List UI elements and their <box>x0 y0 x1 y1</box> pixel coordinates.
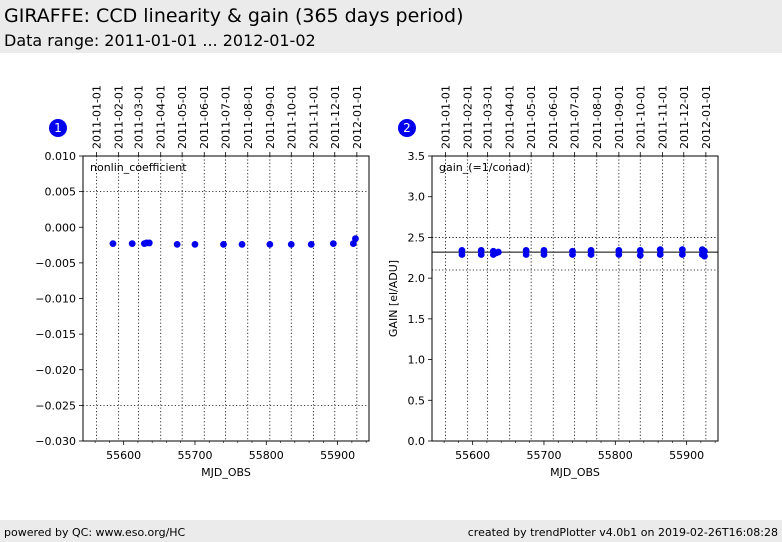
date-tick-label: 2011-03-01 <box>482 85 495 149</box>
date-tick-label: 2011-05-01 <box>176 85 189 149</box>
x-tick-label: 55600 <box>106 449 141 462</box>
data-point <box>656 251 664 258</box>
data-point <box>238 240 246 248</box>
x-tick-label: 55800 <box>249 449 284 462</box>
data-point <box>522 247 530 254</box>
date-tick-label: 2011-09-01 <box>613 85 626 149</box>
data-point <box>701 252 708 260</box>
y-tick-label: 0.5 <box>408 394 426 407</box>
date-tick-label: 2011-08-01 <box>591 85 604 149</box>
date-tick-label: 2011-10-01 <box>285 85 298 149</box>
data-point <box>191 240 199 248</box>
data-point <box>173 240 181 248</box>
plot-frame <box>431 155 719 442</box>
chart-badge-number: 1 <box>54 121 62 135</box>
chart-badge-number: 2 <box>403 121 411 135</box>
series-annotation: nonlin_coefficient <box>90 161 187 174</box>
date-tick-label: 2011-07-01 <box>569 85 582 149</box>
data-point <box>569 247 576 255</box>
data-point <box>587 247 595 254</box>
date-tick-label: 2011-12-01 <box>678 85 691 149</box>
data-point <box>458 247 466 254</box>
chart-2: 2011-01-01 2011-02-01 2011-03-01 2011-04-01… <box>387 85 719 479</box>
data-point <box>615 247 623 254</box>
x-tick-label: 55900 <box>669 449 704 462</box>
date-tick-label: 2011-02-01 <box>462 85 475 149</box>
y-tick-label: −0.010 <box>35 293 76 306</box>
y-tick-label: −0.025 <box>35 399 76 412</box>
y-tick-label: 2.0 <box>408 272 426 285</box>
date-tick-label: 2011-04-01 <box>155 85 168 149</box>
x-tick-label: 55900 <box>320 449 355 462</box>
data-point <box>266 240 274 248</box>
y-tick-label: 0.000 <box>45 221 77 234</box>
date-tick-label: 2011-07-01 <box>220 85 233 149</box>
data-point <box>656 246 664 254</box>
data-point <box>477 247 485 254</box>
y-tick-label: 2.5 <box>408 231 426 244</box>
series-annotation: gain_(=1/conad) <box>439 161 530 174</box>
footer-created: created by trendPlotter v4.0b1 on 2019-0… <box>467 526 778 539</box>
data-point <box>109 240 117 248</box>
x-tick-label: 55700 <box>177 449 212 462</box>
data-point <box>678 251 686 258</box>
date-tick-label: 2011-04-01 <box>504 85 517 149</box>
date-tick-label: 2011-11-01 <box>656 85 669 149</box>
date-tick-label: 2011-08-01 <box>242 85 255 149</box>
y-axis-label: GAIN [el/ADU] <box>387 260 400 337</box>
header-bar: GIRAFFE: CCD linearity & gain (365 days … <box>0 0 782 53</box>
date-tick-label: 2012-01-01 <box>351 85 364 149</box>
date-tick-label: 2011-06-01 <box>547 85 560 149</box>
date-tick-label: 2011-01-01 <box>91 85 104 149</box>
date-tick-label: 2011-12-01 <box>329 85 342 149</box>
x-axis-label: MJD_OBS <box>550 466 600 479</box>
y-tick-label: −0.015 <box>35 328 76 341</box>
data-point <box>287 240 295 248</box>
date-tick-label: 2012-01-01 <box>700 85 713 149</box>
date-tick-label: 2011-05-01 <box>525 85 538 149</box>
data-point <box>636 251 644 259</box>
y-tick-label: 3.5 <box>408 150 426 163</box>
chart-badge <box>49 119 67 137</box>
page-subtitle: Data range: 2011-01-01 ... 2012-01-02 <box>4 31 316 50</box>
data-point <box>701 247 708 255</box>
data-point <box>128 240 136 248</box>
data-point <box>636 247 644 254</box>
date-tick-label: 2011-09-01 <box>264 85 277 149</box>
x-tick-label: 55800 <box>598 449 633 462</box>
data-point <box>678 246 686 254</box>
data-point <box>145 239 153 247</box>
date-tick-label: 2011-01-01 <box>440 85 453 149</box>
date-tick-label: 2011-06-01 <box>198 85 211 149</box>
plots-canvas: 2011-01-01 2011-02-01 2011-03-01 2011-04-01… <box>35 85 719 479</box>
x-tick-label: 55700 <box>526 449 561 462</box>
y-tick-label: −0.005 <box>35 257 76 270</box>
footer-bar: powered by QC: www.eso.org/HC created by… <box>0 520 782 542</box>
y-tick-label: 0.010 <box>45 150 77 163</box>
chart-1: 2011-01-01 2011-02-01 2011-03-01 2011-04-01… <box>35 85 370 479</box>
data-point <box>307 240 315 248</box>
data-point <box>220 240 227 248</box>
date-tick-label: 2011-03-01 <box>133 85 146 149</box>
chart-badge <box>398 119 416 137</box>
x-tick-label: 55600 <box>455 449 490 462</box>
x-axis-label: MJD_OBS <box>201 466 251 479</box>
y-tick-label: 3.0 <box>408 191 426 204</box>
date-tick-label: 2011-11-01 <box>307 85 320 149</box>
y-tick-label: 1.5 <box>408 313 426 326</box>
date-tick-label: 2011-10-01 <box>634 85 647 149</box>
date-tick-label: 2011-02-01 <box>113 85 126 149</box>
data-point <box>540 247 548 254</box>
data-point <box>329 240 337 248</box>
y-tick-label: 0.0 <box>408 435 426 448</box>
page-title: GIRAFFE: CCD linearity & gain (365 days … <box>4 5 464 27</box>
footer-credit: powered by QC: www.eso.org/HC <box>4 526 186 539</box>
y-tick-label: 1.0 <box>408 354 426 367</box>
data-point <box>352 235 359 243</box>
y-tick-label: −0.020 <box>35 364 76 377</box>
y-tick-label: 0.005 <box>45 186 77 199</box>
y-tick-label: −0.030 <box>35 435 76 448</box>
data-point <box>494 248 502 256</box>
